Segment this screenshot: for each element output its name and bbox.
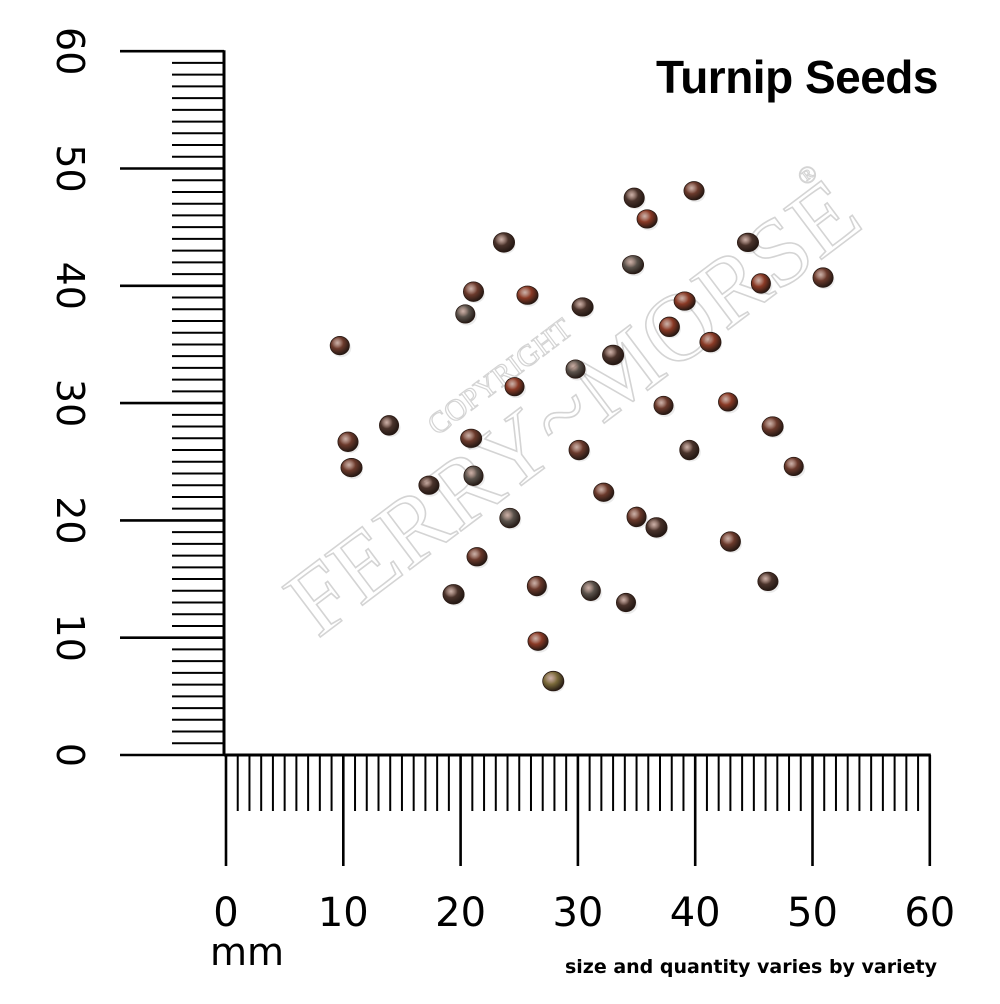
seed-44	[812, 267, 834, 288]
seed-32	[658, 316, 680, 338]
x-tick-label: 60	[904, 890, 955, 936]
vertical-ruler: 0 10 20 30 40 50 60	[48, 27, 226, 767]
watermark-brand: FERRY~MORSE	[266, 157, 879, 656]
seed-1	[329, 336, 350, 356]
y-tick-label: 20	[48, 496, 92, 544]
seed-37	[718, 392, 739, 412]
seed-35	[683, 181, 705, 201]
seed-36	[699, 331, 722, 353]
seed-23	[593, 482, 615, 502]
seed-14	[499, 507, 521, 529]
x-tick-label: 20	[435, 890, 486, 936]
horizontal-ruler: 0 10 20 30 40 50 60	[213, 753, 955, 936]
seed-22	[580, 580, 601, 601]
seed-42	[761, 416, 784, 437]
seed-9	[460, 428, 483, 448]
seed-18	[542, 670, 565, 692]
seed-3	[340, 458, 363, 478]
seed-27	[622, 255, 645, 275]
seed-40	[750, 273, 771, 294]
y-tick-label: 10	[48, 614, 92, 662]
seed-7	[455, 304, 476, 324]
seed-16	[526, 575, 547, 597]
seed-4	[379, 415, 400, 436]
y-tick-label: 60	[48, 27, 92, 75]
seed-25	[615, 592, 636, 613]
seed-6	[442, 584, 465, 605]
seed-41	[757, 571, 779, 591]
y-tick-label: 50	[48, 144, 92, 192]
seed-13	[504, 377, 525, 397]
page-title: Turnip Seeds	[656, 51, 938, 103]
seed-43	[783, 456, 804, 477]
seed-10	[463, 465, 484, 487]
seed-19	[565, 359, 586, 379]
seed-12	[493, 232, 516, 253]
seed-20	[568, 439, 590, 461]
footnote: size and quantity varies by variety	[564, 956, 937, 978]
seed-33	[673, 291, 696, 311]
seed-34	[679, 439, 700, 461]
x-tick-label: 50	[787, 890, 838, 936]
seed-21	[571, 297, 594, 317]
seed-8	[463, 281, 485, 302]
x-tick-label: 10	[318, 890, 369, 936]
y-tick-label: 40	[48, 262, 92, 310]
x-tick-label: 40	[670, 890, 721, 936]
seed-17	[527, 631, 549, 651]
seed-28	[626, 506, 647, 528]
x-tick-label: 30	[552, 890, 603, 936]
y-tick-label: 0	[48, 743, 92, 767]
seed-39	[736, 232, 759, 252]
seed-29	[636, 209, 658, 229]
x-tick-label: 0	[213, 890, 238, 936]
seed-11	[466, 547, 488, 567]
seed-5	[418, 475, 440, 495]
seed-31	[653, 395, 674, 416]
seed-30	[645, 517, 668, 538]
seed-2	[337, 431, 359, 453]
seed-24	[602, 344, 625, 366]
y-tick-label: 30	[48, 379, 92, 427]
seed-26	[623, 187, 645, 209]
seed-group	[329, 181, 835, 693]
seed-38	[719, 531, 741, 552]
seed-15	[516, 285, 539, 305]
unit-label: mm	[210, 930, 285, 974]
